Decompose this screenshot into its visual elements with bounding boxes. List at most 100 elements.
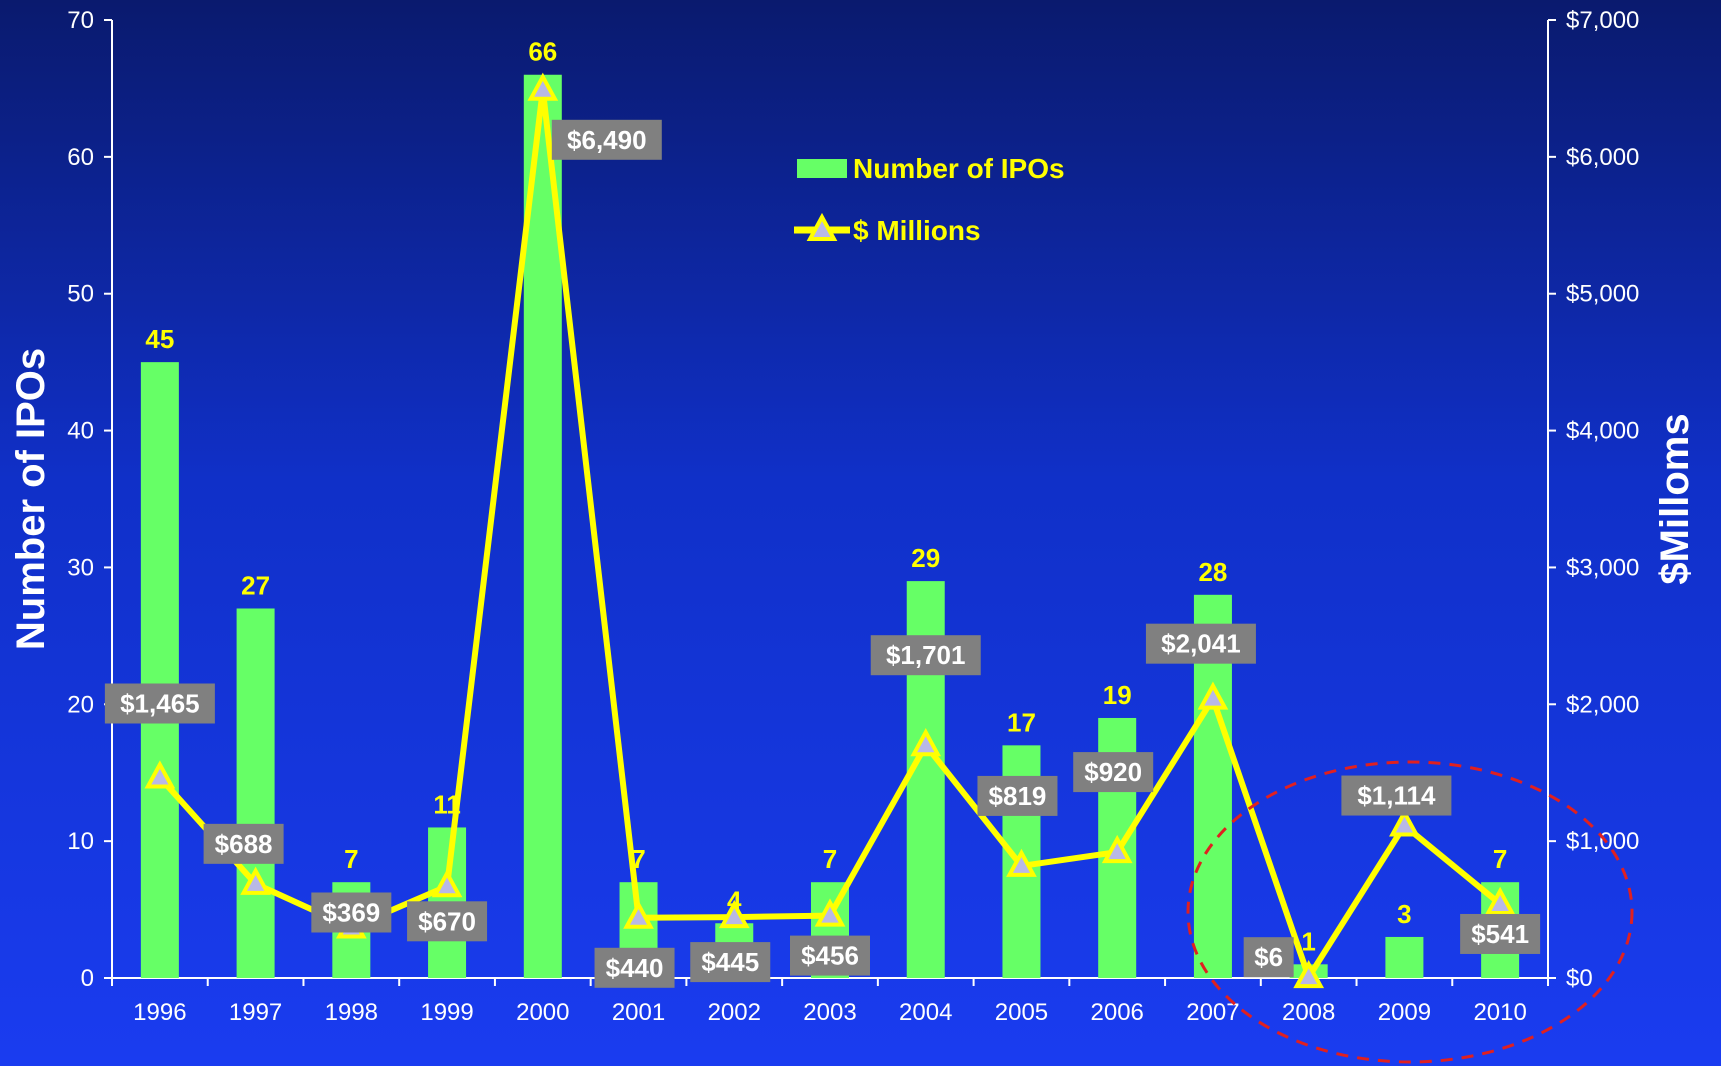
- bar-value-label: 7: [631, 844, 645, 874]
- y2-tick-label: $3,000: [1566, 554, 1639, 581]
- line-value-label: $1,465: [120, 689, 200, 719]
- bar-value-label: 19: [1103, 680, 1132, 710]
- line-marker: [1293, 960, 1325, 989]
- line-value-label: $819: [989, 781, 1047, 811]
- x-tick-label: 2009: [1378, 999, 1431, 1026]
- line-marker: [1197, 681, 1229, 710]
- y-tick-label: 20: [67, 691, 94, 718]
- line-value-label: $2,041: [1161, 629, 1241, 659]
- line-marker: [623, 900, 654, 929]
- legend: Number of IPOs $ Millions: [794, 153, 1065, 246]
- x-tick-label: 1997: [229, 999, 282, 1026]
- line-marker: [527, 72, 559, 101]
- bar-value-label: 7: [344, 844, 358, 874]
- bar-value-label: 17: [1007, 707, 1036, 737]
- line-marker: [1484, 886, 1516, 915]
- line-value-box: [311, 892, 392, 933]
- bar-value-label: 11: [433, 789, 461, 819]
- x-tick-label: 2008: [1282, 999, 1335, 1026]
- y2-tick-label: $6,000: [1566, 144, 1639, 171]
- x-tick-label: 1999: [420, 999, 473, 1026]
- y-tick-label: 50: [67, 281, 94, 308]
- line-value-box: [104, 683, 215, 724]
- line-marker: [718, 899, 750, 929]
- x-tick-label: 2007: [1186, 999, 1239, 1026]
- y2-tick-label: $7,000: [1566, 7, 1639, 34]
- line-marker: [431, 869, 463, 898]
- bar-value-label: 3: [1397, 899, 1411, 929]
- bars: [140, 74, 1520, 979]
- line-value-label: $6: [1254, 942, 1283, 972]
- y-tick-label: 30: [67, 554, 94, 581]
- line-marker: [1389, 808, 1420, 837]
- x-tick-label: 2002: [708, 999, 761, 1026]
- x-tick-label: 2004: [899, 999, 952, 1026]
- line-value-label: $6,490: [567, 125, 647, 155]
- bar-value-label: 29: [911, 543, 940, 573]
- x-tick-label: 2010: [1473, 999, 1526, 1026]
- line-value-label: $1,701: [886, 640, 966, 670]
- line-value-box: [1460, 913, 1541, 954]
- x-tick-label: 2006: [1091, 999, 1144, 1026]
- line-value-label: $369: [322, 897, 380, 927]
- line-marker: [814, 898, 846, 927]
- y2-tick-label: $5,000: [1566, 281, 1639, 308]
- bar-value-label: 7: [1493, 844, 1507, 874]
- x-tick-label: 2003: [803, 999, 856, 1026]
- bar-value-label: 4: [727, 885, 742, 915]
- line-value-box: [977, 775, 1058, 816]
- legend-line-label: $ Millions: [853, 215, 981, 246]
- y-tick-label: 60: [67, 144, 94, 171]
- x-tick-label: 1996: [133, 999, 186, 1026]
- bar: [140, 362, 179, 979]
- line-value-label: $1,114: [1357, 781, 1436, 811]
- bar-value-label: 66: [528, 37, 557, 67]
- axes: 0 10 20 30 40 50 60 70 $0 $1,000 $2,000 $3,000 $4,00…: [9, 7, 1697, 1026]
- bar-value-label: 45: [145, 324, 174, 354]
- line-value-box: [1341, 775, 1452, 816]
- line-value-box: [1145, 623, 1256, 664]
- line-value-box: [594, 947, 675, 988]
- highlight-ellipse: [1186, 760, 1634, 1064]
- line-value-label: $440: [606, 953, 664, 983]
- x-tick-label: 2000: [516, 999, 569, 1026]
- line-marker: [240, 866, 271, 895]
- line-value-box: [690, 942, 771, 983]
- y2-tick-label: $1,000: [1566, 828, 1639, 855]
- y2-tick-label: $4,000: [1566, 418, 1639, 445]
- bar: [236, 608, 275, 978]
- y-tick-label: 40: [67, 418, 94, 445]
- line-value-box: [1073, 752, 1154, 793]
- y2-tick-label: $0: [1566, 965, 1593, 992]
- legend-line-marker: [806, 212, 838, 241]
- line-value-label: $541: [1471, 919, 1529, 949]
- line-marker: [1101, 834, 1133, 864]
- y-tick-label: 0: [81, 965, 94, 992]
- x-tick-label: 1998: [325, 999, 378, 1026]
- line-value-label: $688: [215, 829, 273, 859]
- bar-value-label: 27: [241, 570, 270, 600]
- line-value-label: $456: [801, 941, 859, 971]
- y-tick-label: 10: [67, 828, 94, 855]
- legend-bar-swatch: [797, 159, 847, 178]
- y-axis-title: Number of IPOs: [9, 348, 53, 650]
- line-value-label: $445: [701, 947, 759, 977]
- line-value-box: [407, 901, 488, 942]
- y2-tick-label: $2,000: [1566, 691, 1639, 718]
- x-tick-label: 2005: [995, 999, 1048, 1026]
- bar-value-label: 1: [1301, 926, 1315, 956]
- line-marker: [144, 760, 176, 789]
- bar-value-label: 7: [823, 844, 837, 874]
- line-marker: [1006, 848, 1037, 877]
- y2-axis-title: $Milloms: [1653, 413, 1697, 584]
- x-tick-label: 2001: [612, 999, 665, 1026]
- data-labels: 45 27 7 11 66 7 4 7 29 17 19 28 1 3 7 $1,465 $688 $369 $67…: [104, 37, 1541, 988]
- line-value-box: [203, 823, 284, 864]
- line-value-box: [1243, 937, 1294, 978]
- line-marker: [910, 728, 942, 757]
- y-tick-label: 70: [67, 7, 94, 34]
- line-value-label: $670: [418, 906, 476, 936]
- line-value-label: $920: [1084, 757, 1142, 787]
- line-value-box: [551, 119, 662, 160]
